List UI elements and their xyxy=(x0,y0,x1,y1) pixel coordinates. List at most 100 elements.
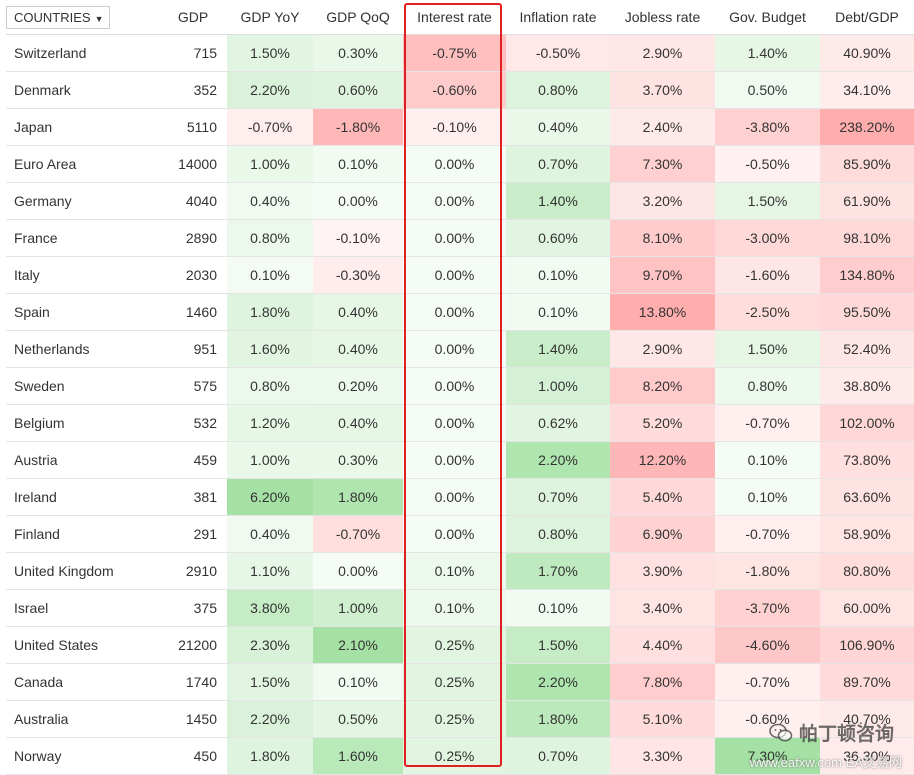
table-row[interactable]: Australia 1450 2.20% 0.50% 0.25% 1.80% 5.10% -0… xyxy=(6,700,914,738)
table-row[interactable]: United States 21200 2.30% 2.10% 0.25% 1.50% 4.… xyxy=(6,626,914,664)
countries-dropdown[interactable]: COUNTRIES ▼ xyxy=(6,5,111,29)
cell-gdp: 1740 xyxy=(159,663,227,701)
col-header-interest-rate[interactable]: Interest rate xyxy=(403,0,506,35)
cell-gov-budget: -1.80% xyxy=(715,552,820,590)
col-header-inflation-rate[interactable]: Inflation rate xyxy=(506,0,610,35)
table-row[interactable]: Ireland 381 6.20% 1.80% 0.00% 0.70% 5.40% 0.10%… xyxy=(6,478,914,516)
country-name[interactable]: Austria xyxy=(6,441,159,479)
country-name[interactable]: Norway xyxy=(6,737,159,775)
cell-inflation-rate: 1.40% xyxy=(506,182,610,220)
country-name[interactable]: Israel xyxy=(6,589,159,627)
cell-gdp-yoy: 0.40% xyxy=(227,515,313,553)
table-row[interactable]: Germany 4040 0.40% 0.00% 0.00% 1.40% 3.20% 1.50… xyxy=(6,182,914,220)
cell-gdp: 4040 xyxy=(159,182,227,220)
col-header-gdp-yoy[interactable]: GDP YoY xyxy=(227,0,313,35)
cell-gov-budget: -3.00% xyxy=(715,219,820,257)
cell-jobless-rate: 2.90% xyxy=(610,330,715,368)
country-name[interactable]: Italy xyxy=(6,256,159,294)
table-row[interactable]: Spain 1460 1.80% 0.40% 0.00% 0.10% 13.80% -2.50… xyxy=(6,293,914,331)
country-name[interactable]: Sweden xyxy=(6,367,159,405)
cell-interest-rate: 0.10% xyxy=(403,552,506,590)
table-row[interactable]: Belgium 532 1.20% 0.40% 0.00% 0.62% 5.20% -0.70… xyxy=(6,404,914,442)
country-name[interactable]: Belgium xyxy=(6,404,159,442)
country-name[interactable]: Euro Area xyxy=(6,145,159,183)
table-row[interactable]: Israel 375 3.80% 1.00% 0.10% 0.10% 3.40% -3.70%… xyxy=(6,589,914,627)
table-row[interactable]: Switzerland 715 1.50% 0.30% -0.75% -0.50% 2.90… xyxy=(6,34,914,72)
cell-gdp-qoq: 0.50% xyxy=(313,700,403,738)
country-name[interactable]: Switzerland xyxy=(6,34,159,72)
cell-inflation-rate: 0.80% xyxy=(506,71,610,109)
cell-jobless-rate: 5.40% xyxy=(610,478,715,516)
cell-jobless-rate: 3.70% xyxy=(610,71,715,109)
cell-jobless-rate: 9.70% xyxy=(610,256,715,294)
table-body: Switzerland 715 1.50% 0.30% -0.75% -0.50% 2.90… xyxy=(6,34,914,775)
cell-gdp-qoq: -1.80% xyxy=(313,108,403,146)
cell-gdp-yoy: 6.20% xyxy=(227,478,313,516)
cell-gdp: 532 xyxy=(159,404,227,442)
cell-jobless-rate: 8.20% xyxy=(610,367,715,405)
cell-gdp: 1460 xyxy=(159,293,227,331)
cell-gov-budget: -0.70% xyxy=(715,663,820,701)
cell-gdp-qoq: 0.40% xyxy=(313,293,403,331)
cell-debt-gdp: 73.80% xyxy=(820,441,914,479)
cell-inflation-rate: 1.40% xyxy=(506,330,610,368)
cell-gov-budget: 1.50% xyxy=(715,330,820,368)
country-name[interactable]: United Kingdom xyxy=(6,552,159,590)
cell-gdp-yoy: 3.80% xyxy=(227,589,313,627)
col-header-gdp-qoq[interactable]: GDP QoQ xyxy=(313,0,403,35)
cell-gdp-qoq: 0.00% xyxy=(313,182,403,220)
cell-gdp: 14000 xyxy=(159,145,227,183)
country-name[interactable]: Ireland xyxy=(6,478,159,516)
cell-debt-gdp: 89.70% xyxy=(820,663,914,701)
country-name[interactable]: Canada xyxy=(6,663,159,701)
table-row[interactable]: Japan 5110 -0.70% -1.80% -0.10% 0.40% 2.40% -3.… xyxy=(6,108,914,146)
cell-jobless-rate: 7.30% xyxy=(610,145,715,183)
cell-gdp: 375 xyxy=(159,589,227,627)
country-name[interactable]: United States xyxy=(6,626,159,664)
col-header-gov-budget[interactable]: Gov. Budget xyxy=(715,0,820,35)
cell-gov-budget: -2.50% xyxy=(715,293,820,331)
table-row[interactable]: Austria 459 1.00% 0.30% 0.00% 2.20% 12.20% 0.10… xyxy=(6,441,914,479)
country-name[interactable]: Spain xyxy=(6,293,159,331)
country-name[interactable]: Finland xyxy=(6,515,159,553)
table-row[interactable]: United Kingdom 2910 1.10% 0.00% 0.10% 1.70% 3.… xyxy=(6,552,914,590)
table-row[interactable]: Italy 2030 0.10% -0.30% 0.00% 0.10% 9.70% -1.60… xyxy=(6,256,914,294)
country-name[interactable]: Japan xyxy=(6,108,159,146)
cell-gdp: 715 xyxy=(159,34,227,72)
countries-label: COUNTRIES xyxy=(14,9,91,25)
table-row[interactable]: Canada 1740 1.50% 0.10% 0.25% 2.20% 7.80% -0.70… xyxy=(6,663,914,701)
table-row[interactable]: Netherlands 951 1.60% 0.40% 0.00% 1.40% 2.90% 1… xyxy=(6,330,914,368)
col-header-jobless-rate[interactable]: Jobless rate xyxy=(610,0,715,35)
cell-gov-budget: 1.40% xyxy=(715,34,820,72)
cell-interest-rate: 0.00% xyxy=(403,330,506,368)
cell-gdp-yoy: 0.40% xyxy=(227,182,313,220)
cell-interest-rate: 0.00% xyxy=(403,256,506,294)
cell-jobless-rate: 3.90% xyxy=(610,552,715,590)
cell-gdp: 575 xyxy=(159,367,227,405)
country-name[interactable]: Denmark xyxy=(6,71,159,109)
table-row[interactable]: Denmark 352 2.20% 0.60% -0.60% 0.80% 3.70% 0.50… xyxy=(6,71,914,109)
cell-gdp-yoy: 2.20% xyxy=(227,71,313,109)
col-header-debt-gdp[interactable]: Debt/GDP xyxy=(820,0,914,35)
cell-gdp-yoy: 1.60% xyxy=(227,330,313,368)
table-row[interactable]: Finland 291 0.40% -0.70% 0.00% 0.80% 6.90% -0.7… xyxy=(6,515,914,553)
table-row[interactable]: Sweden 575 0.80% 0.20% 0.00% 1.00% 8.20% 0.80% 3… xyxy=(6,367,914,405)
table-row[interactable]: Euro Area 14000 1.00% 0.10% 0.00% 0.70% 7.30% -… xyxy=(6,145,914,183)
cell-gdp-qoq: -0.10% xyxy=(313,219,403,257)
cell-debt-gdp: 134.80% xyxy=(820,256,914,294)
table-row[interactable]: France 2890 0.80% -0.10% 0.00% 0.60% 8.10% -3.0… xyxy=(6,219,914,257)
cell-gdp: 1450 xyxy=(159,700,227,738)
cell-jobless-rate: 5.10% xyxy=(610,700,715,738)
country-name[interactable]: France xyxy=(6,219,159,257)
col-header-gdp[interactable]: GDP xyxy=(159,0,227,35)
country-name[interactable]: Australia xyxy=(6,700,159,738)
cell-debt-gdp: 40.70% xyxy=(820,700,914,738)
cell-gdp-yoy: 0.80% xyxy=(227,219,313,257)
cell-interest-rate: 0.00% xyxy=(403,404,506,442)
country-name[interactable]: Germany xyxy=(6,182,159,220)
cell-gov-budget: -0.50% xyxy=(715,145,820,183)
country-name[interactable]: Netherlands xyxy=(6,330,159,368)
cell-inflation-rate: 0.10% xyxy=(506,293,610,331)
cell-gov-budget: 7.30% xyxy=(715,737,820,775)
table-row[interactable]: Norway 450 1.80% 1.60% 0.25% 0.70% 3.30% 7.30% 3… xyxy=(6,737,914,775)
